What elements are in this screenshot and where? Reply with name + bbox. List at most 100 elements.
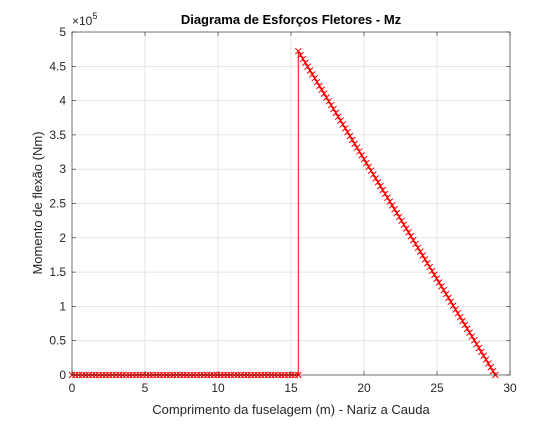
data-point-marker: [388, 202, 396, 209]
marker-stroke: [377, 182, 384, 190]
data-point-marker: [348, 136, 356, 144]
data-point-marker: [311, 74, 319, 82]
marker-stroke: [362, 159, 370, 167]
marker-stroke: [360, 155, 368, 163]
marker-stroke: [381, 190, 389, 198]
data-point-marker: [372, 175, 380, 182]
data-point-marker: [485, 360, 492, 367]
data-point-marker: [480, 352, 488, 360]
marker-stroke: [405, 229, 412, 236]
x-tick-label: 30: [503, 381, 517, 395]
y-tick-label: 4.5: [49, 59, 66, 73]
data-point-marker: [468, 333, 476, 340]
data-point-marker: [320, 90, 328, 97]
marker-stroke: [351, 140, 358, 148]
data-point-marker: [452, 306, 459, 313]
marker-stroke: [447, 298, 455, 306]
data-point-marker: [327, 101, 335, 109]
data-point-marker: [489, 367, 497, 375]
data-point-marker: [346, 132, 354, 140]
marker-stroke: [393, 209, 401, 217]
marker-stroke: [449, 302, 457, 309]
y-exponent-base: ×105: [72, 11, 97, 28]
marker-stroke: [344, 128, 351, 136]
data-point-marker: [400, 221, 408, 229]
marker-stroke: [384, 194, 391, 202]
marker-stroke: [442, 290, 450, 298]
data-point-marker: [412, 240, 419, 248]
marker-stroke: [316, 82, 323, 90]
data-point-marker: [294, 47, 302, 55]
data-point-marker: [442, 290, 450, 298]
marker-stroke: [318, 86, 326, 94]
data-point-marker: [463, 325, 471, 333]
marker-stroke: [323, 94, 330, 101]
data-point-marker: [421, 256, 429, 263]
marker-stroke: [388, 202, 396, 209]
marker-stroke: [372, 175, 380, 182]
data-point-marker: [414, 244, 422, 252]
data-point-marker: [313, 78, 321, 86]
data-point-marker: [440, 286, 448, 294]
marker-stroke: [348, 136, 356, 144]
marker-stroke: [421, 256, 429, 263]
marker-stroke: [346, 132, 354, 140]
x-tick-label: 15: [284, 381, 298, 395]
data-point-marker: [370, 171, 377, 178]
marker-stroke: [337, 117, 344, 124]
data-point-marker: [358, 151, 366, 159]
y-tick-label: 2: [59, 231, 66, 245]
data-point-marker: [402, 225, 410, 232]
marker-stroke: [438, 282, 445, 290]
marker-stroke: [294, 47, 302, 55]
data-point-marker: [461, 321, 469, 329]
marker-stroke: [374, 178, 382, 186]
marker-stroke: [456, 313, 464, 321]
marker-stroke: [466, 329, 473, 336]
y-tick-label: 3: [59, 162, 66, 176]
data-point-marker: [351, 140, 358, 148]
marker-stroke: [482, 356, 490, 363]
data-point-marker: [341, 124, 349, 132]
marker-stroke: [409, 236, 417, 244]
data-point-marker: [332, 109, 340, 117]
data-point-marker: [384, 194, 391, 202]
marker-stroke: [355, 148, 363, 155]
y-axis-label: Momento de flexão (Nm): [30, 131, 45, 274]
data-point-marker: [395, 213, 403, 221]
data-point-marker: [409, 236, 417, 244]
marker-stroke: [391, 205, 398, 213]
data-point-marker: [438, 282, 445, 290]
marker-stroke: [445, 294, 452, 302]
data-point-marker: [470, 336, 478, 344]
marker-stroke: [339, 121, 347, 128]
data-point-marker: [365, 163, 373, 171]
marker-stroke: [304, 63, 312, 70]
marker-stroke: [400, 221, 408, 229]
data-point-marker: [344, 128, 351, 136]
y-tick-label: 5: [59, 25, 66, 39]
marker-stroke: [402, 225, 410, 232]
marker-stroke: [431, 271, 438, 279]
marker-stroke: [463, 325, 471, 333]
data-point-marker: [318, 86, 326, 94]
data-point-marker: [304, 63, 312, 70]
data-point-marker: [381, 190, 389, 198]
data-point-marker: [297, 51, 304, 59]
data-point-marker: [360, 155, 368, 163]
marker-stroke: [470, 336, 478, 344]
data-point-marker: [459, 317, 466, 325]
marker-stroke: [297, 51, 304, 59]
data-point-marker: [316, 82, 323, 90]
marker-stroke: [332, 109, 340, 117]
data-point-marker: [339, 121, 347, 128]
data-point-marker: [433, 275, 441, 282]
data-point-marker: [482, 356, 490, 363]
marker-stroke: [435, 279, 443, 286]
data-point-marker: [445, 294, 452, 302]
data-point-marker: [454, 309, 462, 317]
marker-stroke: [313, 78, 321, 86]
data-point-marker: [405, 229, 412, 236]
marker-stroke: [341, 124, 349, 132]
